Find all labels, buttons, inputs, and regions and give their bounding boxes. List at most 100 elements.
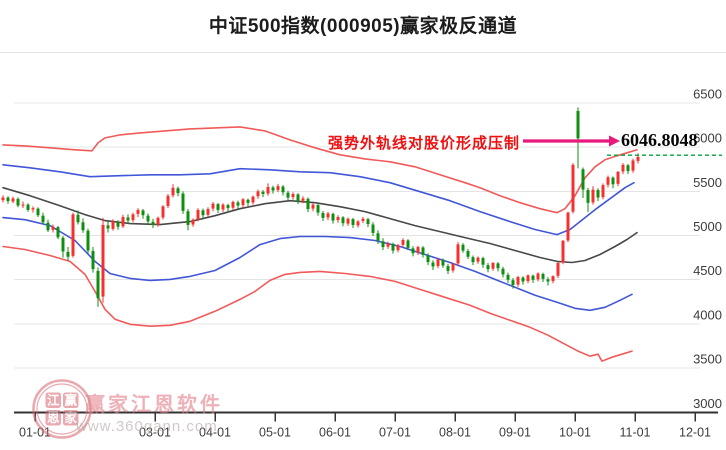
candle-body (551, 276, 555, 282)
candle-body (621, 164, 625, 172)
x-axis-label: 09-01 (499, 425, 531, 439)
watermark-brand-text: 赢家江恩软件 (85, 394, 223, 416)
seal-block (63, 392, 79, 408)
candle-body (401, 239, 405, 245)
seal-block (45, 410, 61, 426)
seal-char: 江 (47, 393, 60, 408)
candle-body (601, 185, 605, 198)
candle-body (286, 192, 290, 198)
candle-body (326, 213, 330, 218)
candle-body (306, 198, 310, 210)
x-axis-label: 06-01 (319, 425, 351, 439)
candle-body (466, 251, 470, 257)
candle-body (186, 211, 190, 225)
candle-body (261, 191, 265, 195)
y-axis-label: 4500 (693, 263, 722, 278)
candle-body (416, 247, 420, 253)
candle-body (391, 243, 395, 251)
candle-body (126, 217, 130, 221)
candle-body (451, 263, 455, 271)
candle-body (321, 213, 325, 218)
candle-body (556, 262, 560, 276)
candle-body (276, 186, 280, 191)
candle-body (626, 165, 630, 172)
candle-body (31, 208, 35, 210)
candle-body (441, 259, 445, 266)
candle-body (161, 206, 165, 218)
candle-body (256, 191, 260, 197)
candle-body (476, 257, 480, 262)
candle-body (21, 204, 25, 206)
candle-body (176, 188, 180, 194)
candle-body (16, 198, 20, 206)
candle-body (291, 194, 295, 198)
candle-body (381, 241, 385, 248)
candle-body (191, 219, 195, 225)
candle-body (216, 204, 220, 210)
band-lower-inner-blue (2, 216, 633, 312)
x-axis-label: 11-01 (619, 425, 650, 439)
candle-body (201, 210, 205, 216)
candle-body (421, 247, 425, 255)
candle-body (226, 205, 230, 209)
candle-body (266, 186, 270, 194)
band-upper-outer-red (2, 126, 638, 214)
candle-body (6, 197, 10, 202)
candle-body (501, 268, 505, 275)
candle-body (271, 187, 275, 191)
candle-body (491, 262, 495, 269)
candle-body (496, 263, 500, 269)
candle-body (511, 280, 515, 286)
candle-body (166, 195, 170, 206)
candle-body (366, 219, 370, 225)
page-title: 中证500指数(000905)赢家极反通道 (208, 16, 518, 37)
candle-body (196, 209, 200, 220)
x-axis-label: 08-01 (439, 425, 471, 439)
seal-inner-ring (36, 383, 88, 435)
candle-body (61, 237, 65, 252)
candle-body (426, 255, 430, 263)
band-lower-outer-red (2, 245, 633, 362)
candle-body (431, 262, 435, 267)
y-axis-label: 3500 (693, 352, 722, 367)
candle-body (101, 224, 105, 297)
candle-body (396, 245, 400, 251)
candle-body (591, 189, 595, 203)
candle-body (611, 177, 615, 185)
candle-body (341, 217, 345, 224)
candle-body (181, 193, 185, 211)
candle-body (151, 221, 155, 225)
candle-body (91, 251, 95, 270)
candle-body (136, 209, 140, 214)
y-axis-label: 6500 (693, 87, 722, 102)
candle-body (56, 227, 60, 238)
candle-body (236, 202, 240, 206)
candle-body (506, 274, 510, 280)
candle-body (251, 196, 255, 203)
candle-body (616, 171, 620, 184)
y-axis-label: 6000 (693, 131, 722, 146)
annotation-value: 6046.8048 (621, 130, 698, 150)
candle-body (106, 225, 110, 229)
candle-body (356, 221, 360, 226)
candle-body (96, 270, 100, 299)
candle-body (371, 224, 375, 233)
candle-body (1, 197, 5, 201)
candle-body (456, 244, 460, 264)
candle-body (346, 218, 350, 224)
candle-body (386, 243, 390, 247)
x-axis-label: 03-01 (139, 425, 171, 439)
candle-body (231, 201, 235, 208)
candle-body (241, 199, 245, 206)
candle-body (461, 244, 465, 251)
candle-body (51, 226, 55, 230)
candle-body (111, 221, 115, 229)
candle-body (351, 219, 355, 225)
candle-body (211, 203, 215, 209)
candle-body (486, 265, 490, 270)
x-axis-label: 05-01 (259, 425, 291, 439)
candle-body (376, 233, 380, 241)
candle-body (41, 215, 45, 223)
